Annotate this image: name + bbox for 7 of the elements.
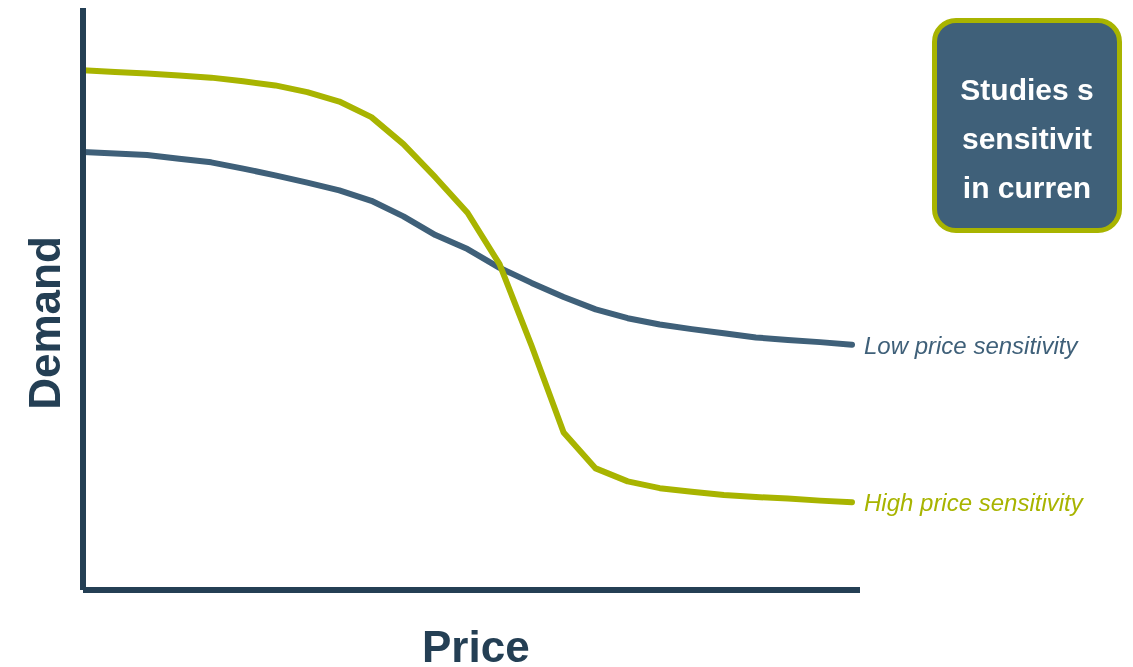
series-label: Low price sensitivity: [864, 331, 1080, 359]
text: in curren: [961, 170, 1093, 206]
y-axis-title: Demand: [20, 236, 70, 410]
x-axis-title: Price: [422, 622, 530, 667]
series-label: High price sensitivity: [864, 489, 1085, 517]
text: Studies s: [959, 72, 1095, 108]
text: sensitivit: [960, 121, 1094, 157]
